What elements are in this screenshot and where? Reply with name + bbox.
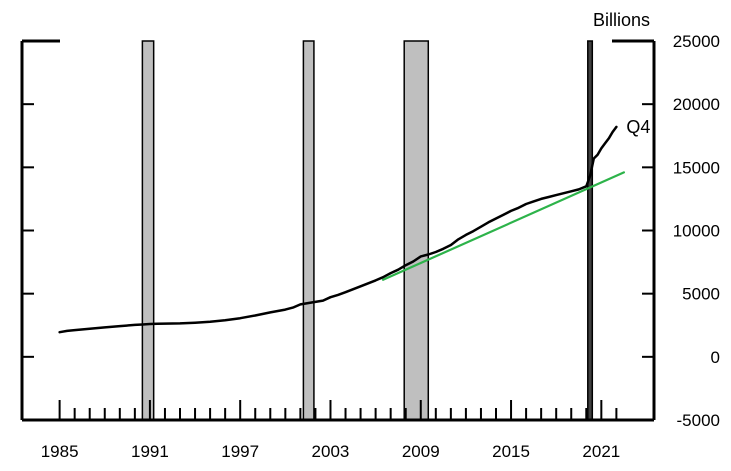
- y-tick-label: -5000: [677, 411, 720, 430]
- x-tick-label: 2003: [312, 442, 350, 461]
- recession-bar-3: [403, 40, 430, 421]
- y-tick-label: 0: [711, 348, 720, 367]
- y-tick-label: 10000: [673, 222, 720, 241]
- x-axis-ticks: 1985 1991 1997 2003 2009 2015 2021: [41, 400, 620, 461]
- series-line-main: [58, 125, 618, 334]
- recession-bar-1: [141, 40, 155, 421]
- recession-bar-4: [587, 40, 594, 421]
- series-lines: [58, 125, 625, 334]
- recession-bar-2: [302, 40, 315, 421]
- x-tick-label: 2015: [492, 442, 530, 461]
- x-tick-label: 2021: [582, 442, 620, 461]
- chart-axes: [20, 39, 656, 422]
- x-tick-label: 1985: [41, 442, 79, 461]
- recession-shading: [141, 40, 594, 421]
- x-tick-label: 2009: [402, 442, 440, 461]
- y-tick-label: 20000: [673, 95, 720, 114]
- y-unit-label: Billions: [593, 10, 650, 30]
- y-axis-ticks: -5000 0 5000 10000 15000 20000 25000: [22, 32, 720, 430]
- y-tick-label: 25000: [673, 32, 720, 51]
- x-tick-label: 1997: [221, 442, 259, 461]
- y-tick-label: 15000: [673, 158, 720, 177]
- series-end-label: Q4: [626, 117, 650, 137]
- x-tick-label: 1991: [131, 442, 169, 461]
- series-line-trend: [382, 171, 625, 281]
- y-tick-label: 5000: [682, 285, 720, 304]
